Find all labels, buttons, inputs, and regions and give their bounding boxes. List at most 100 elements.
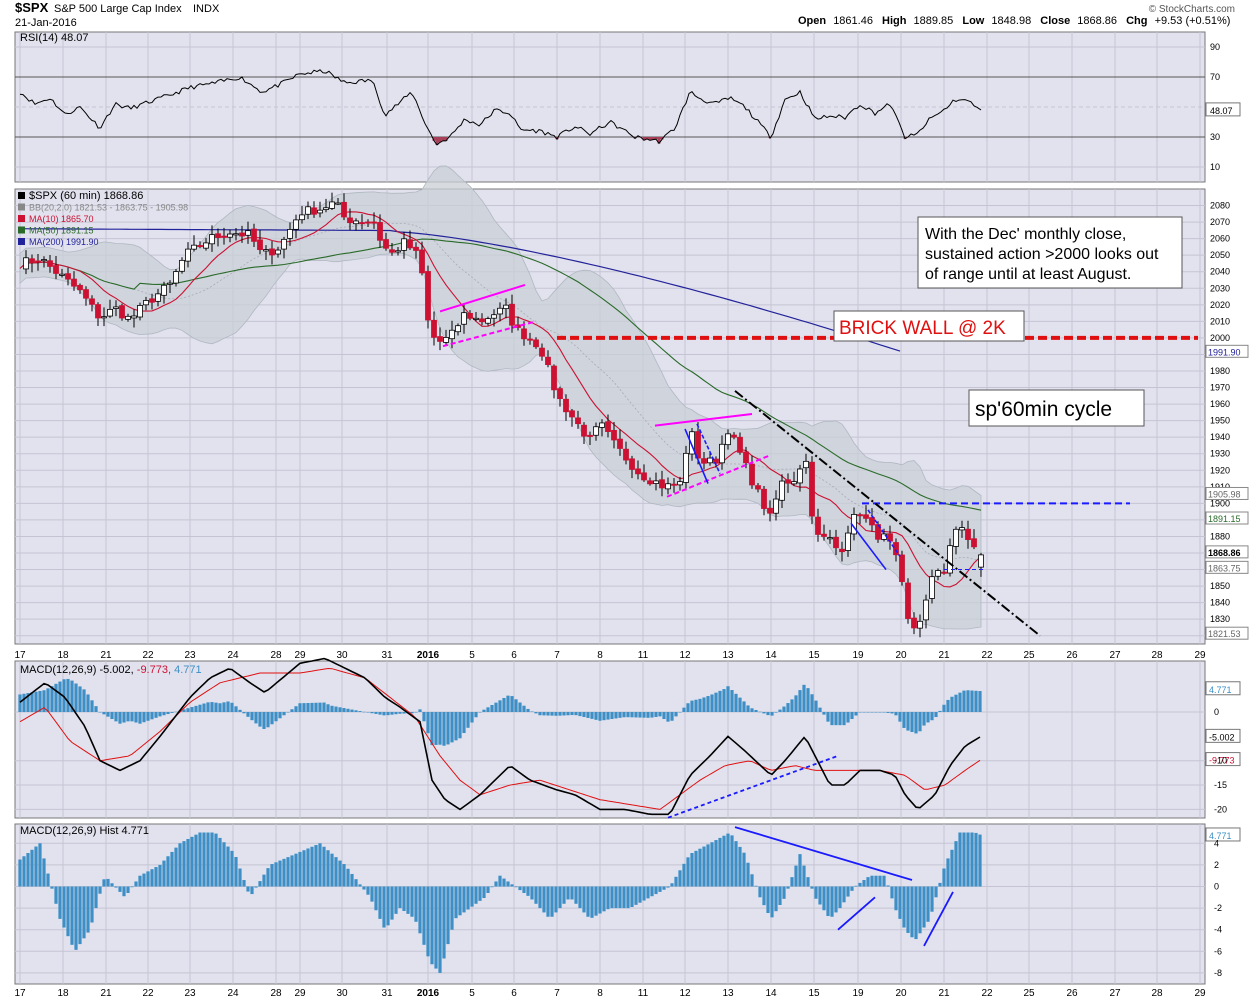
candle-body — [437, 336, 443, 342]
legend-swatch — [18, 215, 25, 222]
macd-hist-bar — [22, 693, 26, 712]
macd-hist-bar — [610, 712, 614, 720]
candle-body — [527, 338, 533, 341]
macd-hist-bar — [706, 696, 710, 712]
hist-bar — [954, 841, 958, 887]
hist-bar — [694, 850, 698, 887]
macd-hist-bar — [962, 690, 966, 712]
hist-bar — [526, 886, 530, 896]
hist-bar — [262, 874, 266, 887]
hist-bar — [666, 886, 670, 888]
hist-bar — [494, 881, 498, 887]
candle-body — [953, 528, 959, 547]
hist-bar — [702, 846, 706, 887]
hist-bar — [498, 875, 502, 887]
x-tick-label: 11 — [638, 988, 649, 999]
hist-bar — [770, 886, 774, 918]
candle-body — [575, 417, 581, 425]
hist-bar — [894, 886, 898, 911]
macd-hist-bar — [678, 712, 682, 713]
macd-hist-bar — [542, 712, 546, 716]
candle-body — [965, 528, 971, 540]
macd-hist-bar — [450, 712, 454, 743]
legend-label: MA(50) 1891.15 — [29, 226, 94, 236]
x-tick-label: 27 — [1109, 988, 1121, 999]
macd-hist-bar — [62, 679, 66, 712]
macd-hist-bar — [366, 712, 370, 713]
x-tick-label: 21 — [100, 650, 112, 661]
hist-bar — [38, 843, 42, 887]
hist-bar — [58, 886, 62, 919]
macd-hist-bar — [142, 712, 146, 723]
macd-hist-bar — [698, 698, 702, 712]
macd-hist-bar — [858, 712, 862, 713]
hist-bar — [938, 882, 942, 887]
macd-hist-bar — [310, 702, 314, 712]
hist-bar — [182, 841, 186, 887]
macd-tick-label: -10 — [1214, 756, 1227, 766]
macd-hist-bar — [170, 712, 174, 713]
candle-body — [101, 316, 107, 319]
candle-body — [593, 426, 599, 436]
macd-hist-bar — [714, 692, 718, 712]
ma200-line — [19, 228, 901, 352]
macd-hist-bar — [190, 707, 194, 712]
candle-body — [251, 228, 257, 242]
candle-body — [707, 457, 713, 464]
candle-body — [827, 537, 833, 540]
macd-hist-bar — [946, 699, 950, 712]
macd-hist-bar — [210, 702, 214, 712]
macd-hist-bar — [78, 686, 82, 712]
hist-bar — [922, 886, 926, 928]
macd-hist-bar — [722, 689, 726, 712]
hist-bar — [814, 886, 818, 899]
hist-bar — [254, 886, 258, 888]
macd-hist-bar — [554, 712, 558, 716]
hist-bar — [554, 886, 558, 913]
macd-hist-bar — [634, 712, 638, 718]
macd-hist-bar — [118, 712, 122, 724]
x-tick-label: 30 — [336, 650, 348, 661]
y-tick-label: 1950 — [1210, 416, 1230, 426]
hist-bar — [734, 841, 738, 887]
legend-label: MA(10) 1865.70 — [29, 214, 94, 224]
hist-bar — [430, 886, 434, 965]
macd-hist-bar — [814, 700, 818, 712]
hist-bar — [366, 886, 370, 895]
hist-bar — [378, 886, 382, 919]
candle-body — [719, 443, 725, 464]
candle-body — [191, 244, 197, 250]
macd-hist-bar — [970, 690, 974, 712]
macd-hist-bar — [590, 712, 594, 719]
candle-body — [635, 468, 641, 475]
x-tick-label: 25 — [1023, 988, 1035, 999]
hist-tick-label: 2 — [1214, 860, 1219, 870]
y-tick-label: 1930 — [1210, 449, 1230, 459]
x-tick-label: 28 — [270, 988, 282, 999]
macd-hist-bar — [934, 712, 938, 718]
x-tick-label: 13 — [722, 650, 734, 661]
candle-body — [245, 230, 251, 236]
note-box-bg — [917, 216, 1183, 289]
cycle-label: sp'60min cycle — [975, 398, 1112, 421]
macd-hist-bar — [894, 712, 898, 716]
hist-bar — [598, 886, 602, 914]
macd-hist-bar — [614, 712, 618, 719]
hist-bar — [434, 886, 438, 969]
hist-bar — [382, 886, 386, 928]
macd-hist-bar — [862, 712, 866, 713]
hist-bar — [194, 834, 198, 887]
macd-hist-bar — [826, 712, 830, 722]
cycle-box: sp'60min cycle — [968, 389, 1145, 427]
hist-bar — [762, 886, 766, 906]
macd-hist-bar — [834, 712, 838, 726]
x-tick-label: 31 — [381, 988, 393, 999]
hist-title: MACD(12,26,9) Hist 4.771 — [20, 825, 149, 837]
hist-bar — [106, 878, 110, 887]
macd-hist-bar — [850, 712, 854, 720]
x-tick-label: 24 — [227, 988, 239, 999]
candle-body — [725, 433, 731, 446]
hist-bar — [634, 886, 638, 905]
price-value-close: 1868.86 — [1208, 548, 1241, 558]
